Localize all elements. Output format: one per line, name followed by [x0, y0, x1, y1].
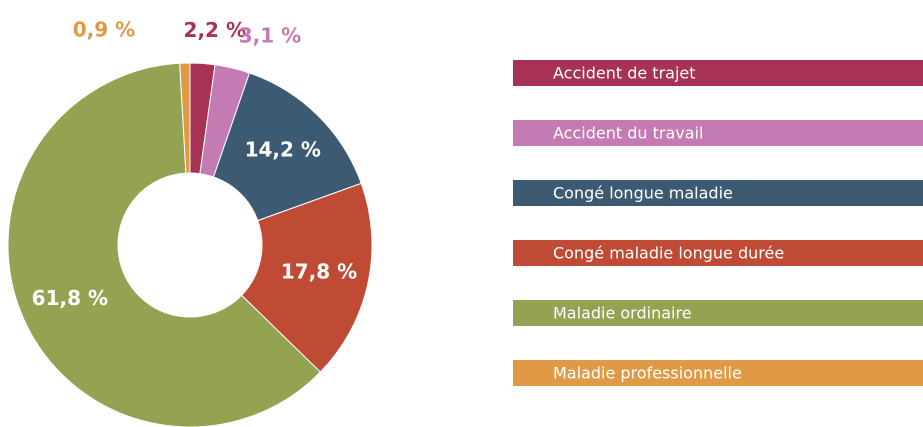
slice-label: 2,2 % — [184, 18, 246, 42]
legend-label: Congé longue maladie — [553, 184, 733, 203]
legend-swatch — [513, 240, 923, 266]
legend-swatch — [513, 120, 923, 146]
donut-slice — [212, 72, 362, 222]
legend-swatch — [513, 180, 923, 206]
slice-label: 61,8 % — [32, 286, 108, 310]
donut-slice — [240, 182, 373, 373]
legend-label: Maladie ordinaire — [553, 304, 692, 323]
legend-swatch — [513, 300, 923, 326]
legend-label: Accident du travail — [553, 124, 703, 143]
legend-swatch — [513, 60, 923, 86]
donut-slice — [7, 62, 322, 427]
legend-label: Maladie professionnelle — [553, 364, 742, 383]
slice-label: 0,9 % — [73, 18, 135, 42]
legend-label: Accident de trajet — [553, 64, 696, 83]
slice-label: 3,1 % — [239, 23, 301, 47]
legend-swatch — [513, 360, 923, 386]
legend-label: Congé maladie longue durée — [553, 244, 784, 263]
slice-label: 17,8 % — [281, 259, 357, 283]
slice-label: 14,2 % — [245, 138, 321, 162]
donut-slice — [179, 62, 191, 174]
